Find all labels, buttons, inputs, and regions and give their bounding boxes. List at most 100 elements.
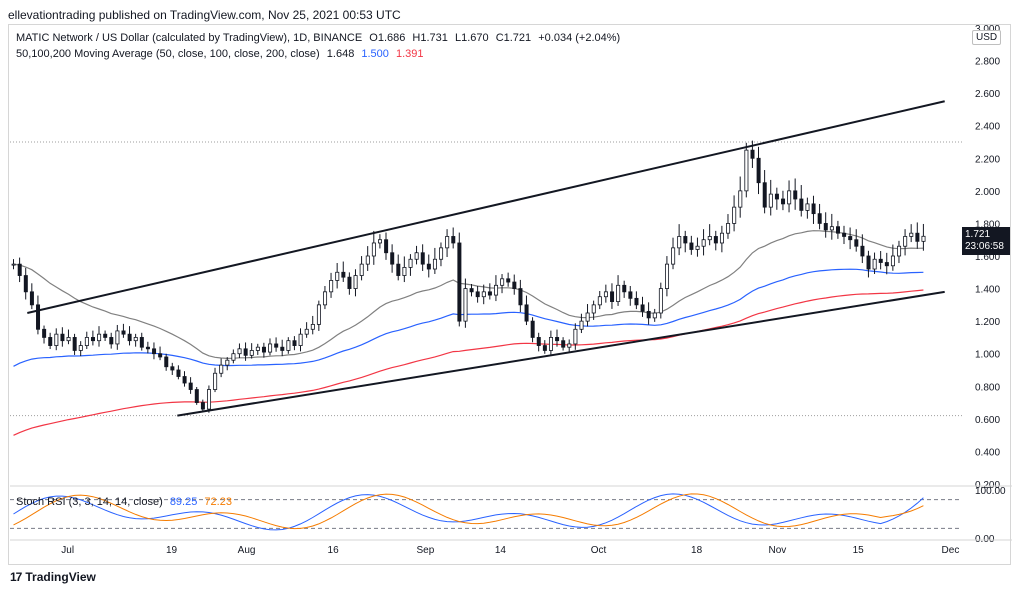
candle-body — [909, 232, 914, 237]
y-tick-label: 0.600 — [975, 415, 1000, 426]
candle-body — [781, 198, 786, 205]
brand-name: TradingView — [25, 570, 96, 584]
candle-body — [774, 193, 779, 200]
candle — [451, 227, 456, 249]
candle-body — [646, 310, 651, 319]
candle — [237, 343, 242, 359]
candle-body — [890, 255, 895, 267]
candle-body — [738, 190, 743, 208]
candle — [310, 315, 315, 335]
candle — [231, 349, 236, 364]
tradingview-logo-icon: 17 — [10, 570, 22, 584]
candle — [695, 237, 700, 257]
x-tick-label: 16 — [328, 545, 340, 556]
candle-body — [213, 372, 218, 390]
candle-body — [280, 346, 285, 351]
candle — [341, 261, 346, 282]
candle — [683, 230, 688, 253]
candle — [774, 187, 779, 210]
candle-body — [274, 343, 279, 348]
candle — [848, 227, 853, 250]
y-tick-label: 1.000 — [975, 350, 1000, 361]
candle-body — [323, 291, 328, 306]
candle — [567, 339, 572, 352]
candle — [475, 285, 480, 303]
candle — [548, 330, 553, 355]
candle-body — [90, 337, 95, 342]
candle-body — [878, 258, 883, 263]
candle-body — [194, 389, 199, 403]
candle — [432, 247, 437, 274]
candle — [591, 300, 596, 320]
candle-body — [793, 190, 798, 200]
candle-body — [494, 284, 499, 296]
candle-body — [347, 276, 352, 289]
candle-body — [506, 278, 511, 283]
candle-body — [591, 304, 596, 314]
candle — [921, 223, 926, 251]
candle — [701, 229, 706, 256]
candle — [481, 284, 486, 305]
candle-body — [603, 291, 608, 298]
candle-body — [915, 232, 920, 242]
candle-body — [677, 236, 682, 249]
candle-body — [750, 149, 755, 159]
footer-brand[interactable]: 17 TradingView — [10, 570, 96, 584]
candle — [323, 285, 328, 310]
y-tick-label: 1.600 — [975, 252, 1000, 263]
candle — [616, 275, 621, 306]
ma50-line — [13, 230, 924, 360]
candle — [36, 295, 41, 335]
candle-body — [884, 262, 889, 267]
chart-frame — [8, 24, 1011, 565]
candles — [11, 140, 926, 413]
moving-averages — [13, 230, 924, 436]
candle-body — [573, 328, 578, 345]
stoch-legend: Stoch RSI (3, 3, 14, 14, close) 89.25 72… — [16, 496, 236, 508]
candle — [60, 327, 65, 347]
candle-body — [207, 389, 212, 410]
candle-body — [84, 337, 89, 346]
candle — [665, 256, 670, 297]
candle — [829, 213, 834, 240]
candle — [646, 302, 651, 325]
candle-body — [121, 330, 126, 335]
candle — [445, 229, 450, 257]
candle — [353, 269, 358, 297]
candle-body — [109, 337, 114, 345]
candle — [811, 195, 816, 224]
candle — [726, 214, 731, 239]
candle-body — [371, 242, 376, 257]
candle-body — [628, 291, 633, 299]
candle-body — [54, 333, 59, 346]
candle — [29, 283, 34, 310]
y-tick-label: 2.000 — [975, 187, 1000, 198]
candle-body — [23, 275, 28, 293]
x-tick-label: 14 — [495, 545, 507, 556]
candle — [671, 237, 676, 270]
candle — [622, 280, 627, 298]
candle — [799, 185, 804, 217]
candle — [744, 142, 749, 198]
candle — [103, 330, 108, 342]
stoch-d-value: 72.23 — [204, 496, 232, 508]
candle-body — [695, 245, 700, 250]
candle-body — [469, 288, 474, 293]
candle — [261, 342, 266, 358]
currency-badge[interactable]: USD — [972, 30, 1002, 45]
candle — [243, 342, 248, 361]
candle-body — [377, 239, 382, 244]
candle — [439, 242, 444, 267]
candle — [78, 341, 83, 357]
candle-body — [176, 369, 181, 377]
candle-body — [384, 239, 389, 254]
candle-body — [561, 340, 566, 348]
candle — [866, 250, 871, 278]
candle — [713, 230, 718, 251]
candle-body — [829, 226, 834, 231]
candle — [72, 333, 77, 355]
candle-body — [408, 258, 413, 268]
candle — [298, 328, 303, 352]
candle-body — [634, 297, 639, 306]
